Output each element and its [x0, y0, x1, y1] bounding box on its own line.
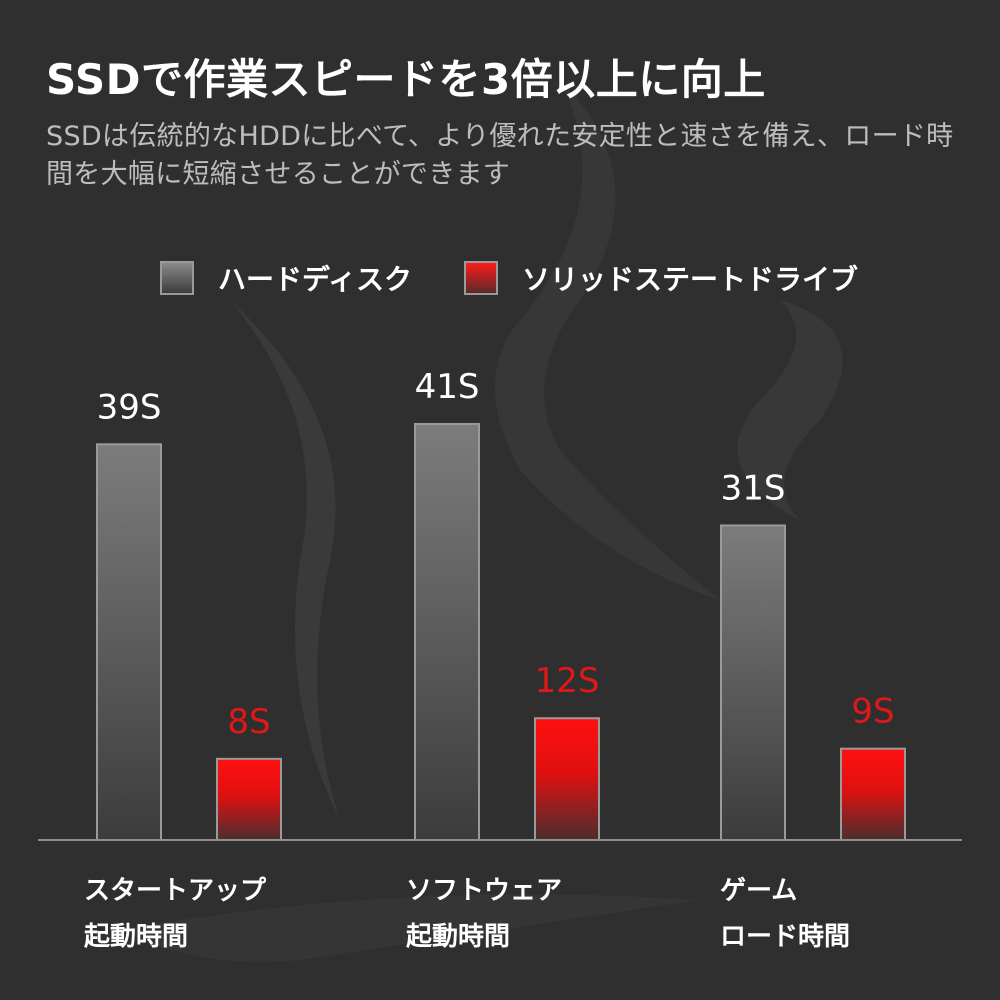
category-label-software: ソフトウェア 起動時間	[406, 868, 562, 960]
category-label-line1: ソフトウェア	[406, 876, 563, 906]
bar-ssd-1	[534, 717, 600, 841]
bar-ssd-0	[216, 757, 282, 842]
category-label-line1: スタートアップ	[84, 876, 267, 906]
legend-item-hdd: ハードディスク	[160, 258, 412, 298]
data-label-ssd-2: 9S	[851, 692, 894, 732]
legend-label-hdd: ハードディスク	[218, 263, 413, 296]
page-subtitle: SSDは伝統的なHDDに比べて、より優れた安定性と速さを備え、ロード時間を大幅に…	[46, 121, 954, 190]
page-title: SSDで作業スピードを3倍以上に向上	[46, 55, 766, 104]
data-label-hdd-0: 39S	[97, 387, 162, 427]
category-label-line1: ゲーム	[720, 876, 798, 906]
bar-hdd-2	[720, 524, 786, 842]
data-label-ssd-1: 12S	[535, 661, 600, 701]
chart-legend: ハードディスク ソリッドステートドライブ	[160, 258, 910, 298]
legend-label-ssd: ソリッドステートドライブ	[522, 263, 859, 296]
bar-hdd-1	[414, 423, 480, 841]
legend-swatch-hdd	[160, 261, 194, 295]
category-label-game: ゲーム ロード時間	[720, 868, 850, 960]
bar-ssd-2	[840, 747, 906, 841]
data-label-ssd-0: 8S	[227, 702, 270, 742]
category-label-line2: 起動時間	[406, 922, 511, 952]
category-label-line2: 起動時間	[84, 922, 189, 952]
bar-hdd-0	[96, 443, 162, 841]
category-label-startup: スタートアップ 起動時間	[84, 868, 266, 960]
category-label-line2: ロード時間	[720, 922, 851, 952]
data-label-hdd-1: 41S	[415, 367, 480, 407]
legend-item-ssd: ソリッドステートドライブ	[464, 258, 858, 298]
legend-swatch-ssd	[464, 261, 499, 295]
data-label-hdd-2: 31S	[721, 468, 786, 508]
